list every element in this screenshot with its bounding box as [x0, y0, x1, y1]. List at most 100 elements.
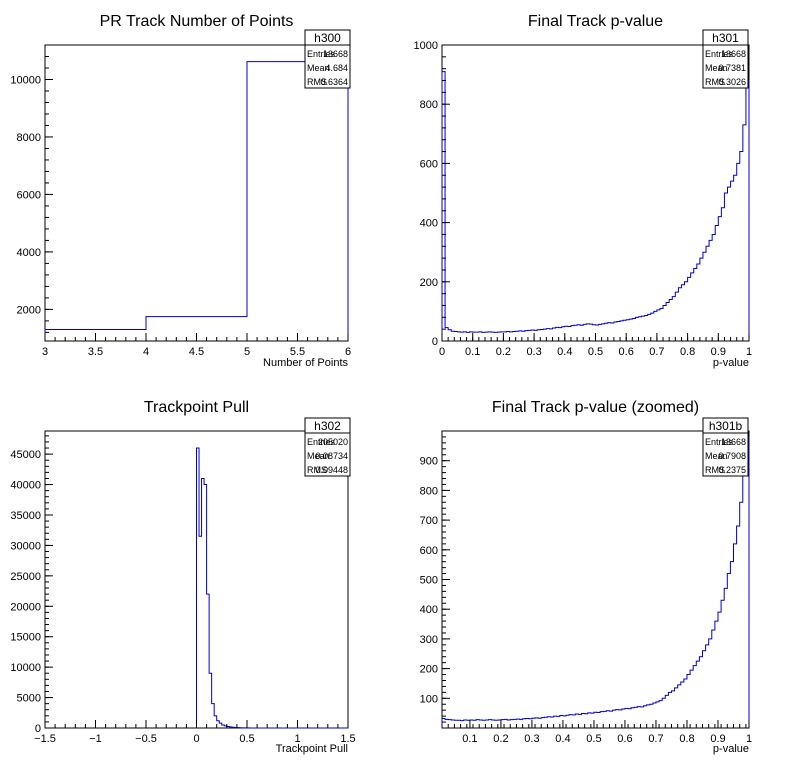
- histogram-bin: [247, 62, 348, 341]
- stats-value: 205020: [318, 437, 348, 447]
- y-tick-label: 200: [420, 664, 438, 676]
- histogram-bin: [681, 285, 684, 341]
- histogram-bin: [724, 193, 727, 341]
- histogram-pad-1: PR Track Number of Points 3 3.5 4 4.5 5 5.5 6 20…: [10, 13, 351, 369]
- histogram-bin: [694, 268, 697, 341]
- histogram-bin: [688, 277, 691, 341]
- histogram-bin: [696, 661, 699, 728]
- x-axis-label: Trackpoint Pull: [276, 743, 348, 755]
- stats-label: Mean: [705, 451, 728, 461]
- histogram-bin: [718, 612, 721, 728]
- histogram-bin: [743, 476, 746, 728]
- y-tick-label: 30000: [10, 540, 41, 552]
- x-tick-label: 0: [439, 346, 445, 358]
- histogram-bin: [660, 308, 663, 341]
- histogram-bin: [666, 303, 669, 341]
- y-tick-label: 600: [420, 158, 438, 170]
- x-tick-label: 0: [193, 733, 199, 745]
- stats-box-title: h300: [314, 31, 341, 45]
- histogram-bin: [706, 645, 709, 728]
- x-tick-label: 4.5: [189, 346, 204, 358]
- y-tick-label: 400: [420, 218, 438, 230]
- histogram-bin: [665, 695, 668, 728]
- histogram-bin: [697, 264, 700, 341]
- stats-value: 0.6364: [320, 77, 348, 87]
- chart-title: Final Track p-value (zoomed): [492, 399, 699, 416]
- x-tick-label: 0.3: [524, 733, 539, 745]
- x-tick-label: 0.2: [496, 346, 511, 358]
- histogram-bin: [197, 448, 200, 728]
- histogram-bin: [740, 502, 743, 728]
- y-tick-label: 40000: [10, 480, 41, 492]
- histogram-bin: [687, 675, 690, 728]
- histogram-bin: [199, 536, 202, 728]
- stats-label: RMS: [705, 77, 725, 87]
- histogram-line: [441, 71, 750, 341]
- histogram-pad-2: Final Track p-value 0 0.1 0.2 0.3 0.4 0.5 0.6 0.…: [414, 13, 753, 369]
- y-tick-label: 600: [420, 545, 438, 557]
- histogram-bin: [737, 526, 740, 728]
- y-tick-label: 400: [420, 604, 438, 616]
- x-tick-label: −1.5: [34, 733, 56, 745]
- histogram-bin: [724, 588, 727, 728]
- histogram-bin: [212, 704, 215, 728]
- histogram-bin: [672, 297, 675, 341]
- histogram-bin: [740, 152, 743, 341]
- x-axis-label: Number of Points: [263, 357, 348, 369]
- y-tick-label: 20000: [10, 601, 41, 613]
- histogram-line: [441, 436, 750, 728]
- histogram-bin: [691, 273, 694, 341]
- chart-title: Final Track p-value: [528, 13, 663, 30]
- stats-value: 0.3026: [718, 77, 746, 87]
- x-tick-label: 0.6: [617, 733, 632, 745]
- y-tick-label: 1000: [414, 40, 438, 52]
- y-tick-label: 8000: [17, 132, 41, 144]
- histogram-bin: [209, 673, 212, 728]
- stats-box: [702, 29, 749, 89]
- x-tick-label: 0.9: [710, 733, 725, 745]
- y-tick-label: 500: [420, 575, 438, 587]
- y-tick-label: 800: [420, 99, 438, 111]
- stats-box-title: h301: [712, 31, 739, 45]
- histogram-bin: [681, 682, 684, 728]
- stats-label: Mean: [705, 63, 728, 73]
- stats-label: RMS: [307, 77, 327, 87]
- histogram-bin: [721, 600, 724, 728]
- x-tick-label: 0.6: [619, 346, 634, 358]
- x-tick-label: 0.4: [555, 733, 570, 745]
- histogram-bin: [737, 163, 740, 341]
- x-tick-label: 0.5: [588, 346, 603, 358]
- x-tick-label: 1: [746, 346, 752, 358]
- y-tick-label: 200: [420, 277, 438, 289]
- histogram-bin: [730, 562, 733, 728]
- stats-label: RMS: [307, 465, 327, 475]
- stats-label: Entries: [705, 437, 734, 447]
- x-tick-label: 3: [42, 346, 48, 358]
- x-axis-label: p-value: [713, 743, 749, 755]
- histogram-bin: [734, 175, 737, 341]
- stats-label: Mean: [307, 63, 330, 73]
- y-tick-label: 300: [420, 634, 438, 646]
- histogram-bin: [746, 437, 749, 728]
- histogram-bin: [663, 305, 666, 341]
- histogram-bin: [671, 691, 674, 728]
- x-tick-label: 0.4: [557, 346, 572, 358]
- stats-value: 0.09448: [315, 465, 348, 475]
- x-tick-label: 3.5: [88, 346, 103, 358]
- y-tick-label: 0: [35, 723, 41, 735]
- x-tick-label: 1: [746, 733, 752, 745]
- histogram-bin: [733, 544, 736, 728]
- y-tick-label: 45000: [10, 449, 41, 461]
- histogram-bin: [703, 252, 706, 341]
- stats-value: 13668: [721, 437, 746, 447]
- stats-label: Entries: [705, 49, 734, 59]
- x-tick-label: 0.2: [493, 733, 508, 745]
- histogram-bin: [706, 246, 709, 341]
- x-tick-label: 0.1: [465, 346, 480, 358]
- stats-value: 0.2375: [718, 465, 746, 475]
- y-tick-label: 700: [420, 515, 438, 527]
- histogram-bin: [709, 240, 712, 341]
- x-tick-label: 0.8: [679, 733, 694, 745]
